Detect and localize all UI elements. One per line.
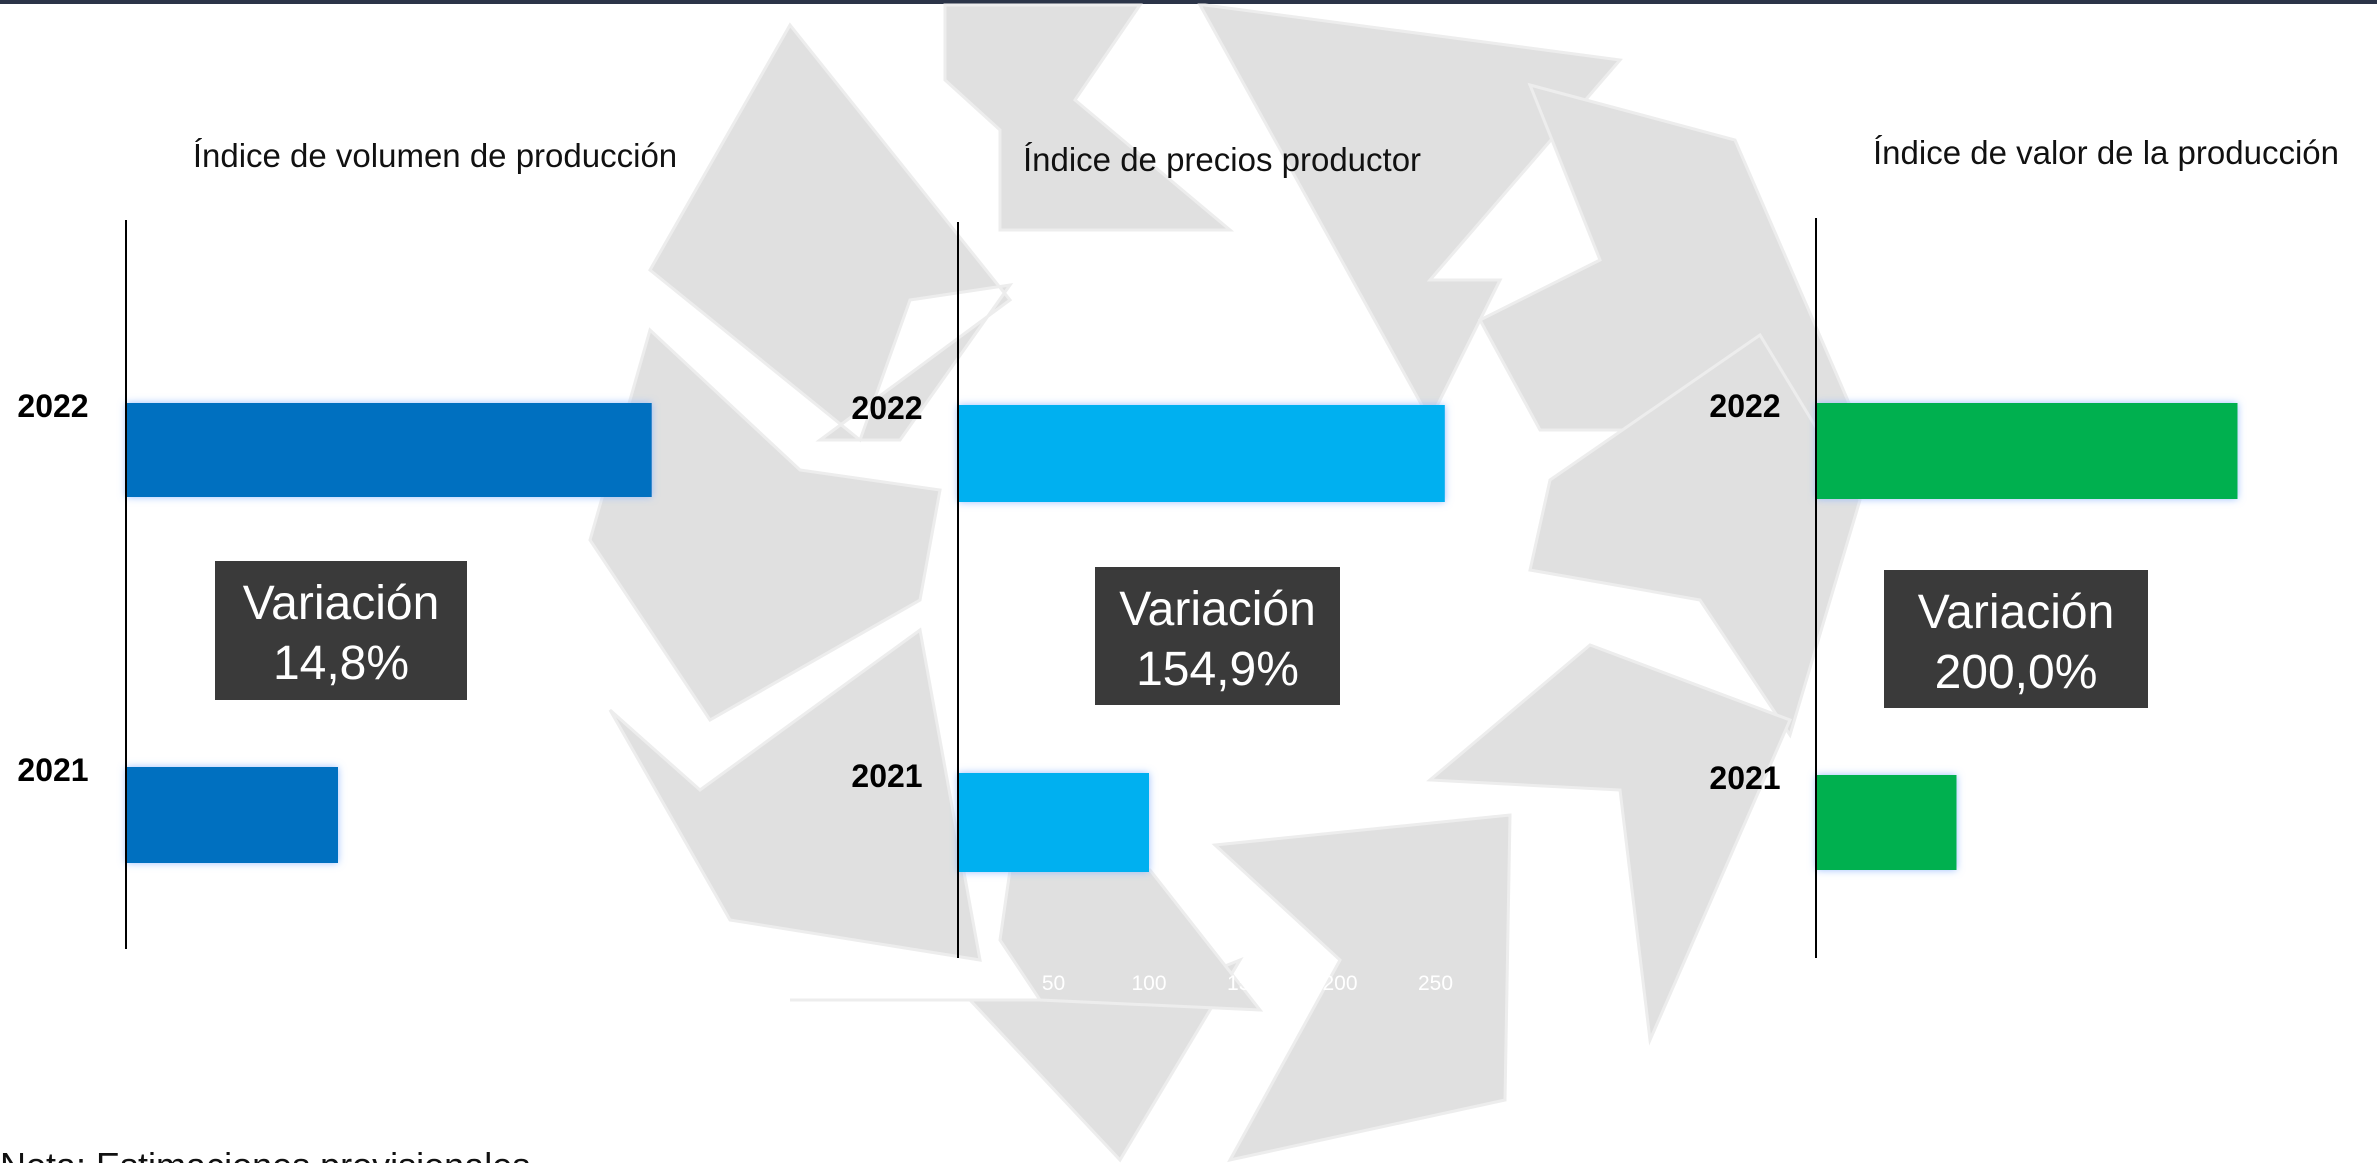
chart-title: Índice de volumen de producción (193, 137, 677, 174)
annotation-text: Variación (243, 577, 440, 630)
bar (958, 773, 1149, 872)
category-label: 2021 (851, 758, 922, 794)
category-label: 2022 (1709, 388, 1780, 424)
annotation-box (1884, 570, 2148, 708)
category-label: 2022 (851, 390, 922, 426)
category-label: 2021 (17, 752, 88, 788)
annotation-text: 154,9% (1136, 643, 1299, 696)
annotation-box (215, 561, 467, 700)
annotation-box (1095, 567, 1340, 705)
bar (126, 767, 338, 863)
background-logo (588, 3, 1868, 1163)
x-tick-label: 250 (1418, 972, 1453, 995)
top-strip (0, 0, 2377, 4)
bar (958, 405, 1445, 502)
bar (1816, 775, 1957, 870)
footnote: Nota: Estimaciones provisionales (0, 1145, 530, 1163)
chart-title: Índice de valor de la producción (1873, 134, 2339, 171)
category-label: 2021 (1709, 760, 1780, 796)
x-tick-label: 50 (1042, 972, 1065, 995)
bar (1816, 403, 2238, 499)
annotation-text: 200,0% (1935, 646, 2098, 699)
chart-title: Índice de precios productor (1023, 141, 1421, 178)
annotation-text: Variación (1119, 583, 1316, 636)
annotation-text: 14,8% (273, 637, 409, 690)
x-tick-label: 150 (1227, 972, 1262, 995)
x-tick-label: 200 (1322, 972, 1357, 995)
annotation-text: Variación (1918, 586, 2115, 639)
bar (126, 403, 652, 497)
x-tick-label: 100 (1131, 972, 1166, 995)
category-label: 2022 (17, 388, 88, 424)
